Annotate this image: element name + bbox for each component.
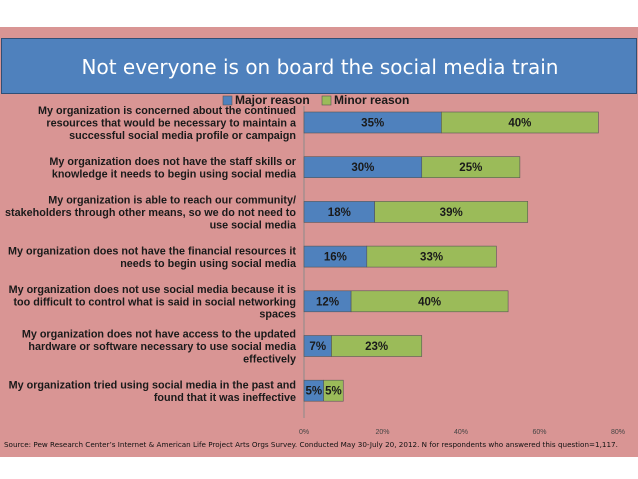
legend-swatch-minor [321, 95, 332, 106]
data-label-major-5: 7% [309, 341, 326, 353]
category-label-line: My organization does not have the staff … [49, 156, 296, 168]
data-label-minor-3: 33% [420, 252, 443, 264]
category-label-2: My organization is able to reach our com… [5, 195, 297, 232]
legend-label-major: Major reason [235, 93, 310, 107]
x-tick-label-3: 60% [532, 429, 546, 436]
category-label-line: stakeholders through other means, so we … [5, 207, 296, 219]
bar-minor-2 [374, 201, 529, 223]
category-label-line: effectively [243, 353, 296, 365]
page-title: Not everyone is on board the social medi… [81, 55, 559, 79]
data-label-major-6: 5% [306, 386, 323, 398]
data-label-major-3: 16% [324, 252, 347, 264]
title-banner: Not everyone is on board the social medi… [1, 38, 637, 94]
data-label-major-4: 12% [316, 296, 339, 308]
x-tick-label-1: 20% [375, 429, 389, 436]
category-label-4: My organization does not use social medi… [9, 284, 296, 321]
category-label-line: My organization does not have access to … [22, 329, 296, 341]
category-label-line: My organization is able to reach our com… [48, 195, 296, 207]
category-label-line: My organization does not use social medi… [9, 284, 296, 296]
data-label-major-2: 18% [328, 207, 351, 219]
category-label-line: successful social media profile or campa… [69, 130, 296, 142]
category-label-line: My organization does not have the financ… [8, 245, 296, 257]
data-label-minor-5: 23% [365, 341, 388, 353]
category-label-1: My organization does not have the staff … [49, 156, 297, 180]
category-label-line: My organization tried using social media… [9, 380, 296, 392]
category-label-line: resources that would be necessary to mai… [46, 118, 297, 130]
bar-minor-6 [323, 379, 344, 402]
bar-minor-3 [366, 245, 497, 268]
category-label-3: My organization does not have the financ… [8, 245, 297, 269]
category-label-line: knowledge it needs to begin using social… [52, 168, 297, 180]
category-label-line: found that it was ineffective [154, 392, 296, 404]
category-label-line: use social media [210, 219, 297, 231]
category-label-line: too difficult to control what is said in… [13, 296, 296, 308]
category-label-line: hardware or software necessary to use so… [28, 341, 297, 353]
x-tick-label-4: 80% [611, 429, 625, 436]
category-label-line: spaces [259, 309, 296, 321]
legend-label-minor: Minor reason [334, 93, 409, 107]
category-label-line: My organization is concerned about the c… [38, 105, 296, 117]
bar-minor-0 [441, 111, 599, 134]
data-label-minor-2: 39% [440, 207, 463, 219]
category-label-line: needs to begin using social media [120, 258, 297, 270]
category-label-6: My organization tried using social media… [9, 380, 296, 404]
category-label-0: My organization is concerned about the c… [38, 105, 297, 142]
x-tick-label-2: 40% [454, 429, 468, 436]
data-label-minor-4: 40% [418, 296, 441, 308]
source-note: Source: Pew Research Center’s Internet &… [4, 440, 618, 449]
data-label-major-1: 30% [351, 162, 374, 174]
bar-minor-5 [331, 335, 423, 357]
data-label-minor-0: 40% [508, 118, 531, 130]
x-tick-label-0: 0% [299, 429, 309, 436]
data-label-minor-1: 25% [459, 162, 482, 174]
bar-minor-1 [421, 156, 521, 178]
data-label-minor-6: 5% [325, 386, 342, 398]
category-label-5: My organization does not have access to … [22, 329, 297, 366]
data-label-major-0: 35% [361, 118, 384, 130]
bar-minor-4 [350, 290, 509, 313]
legend-swatch-major [222, 95, 233, 106]
